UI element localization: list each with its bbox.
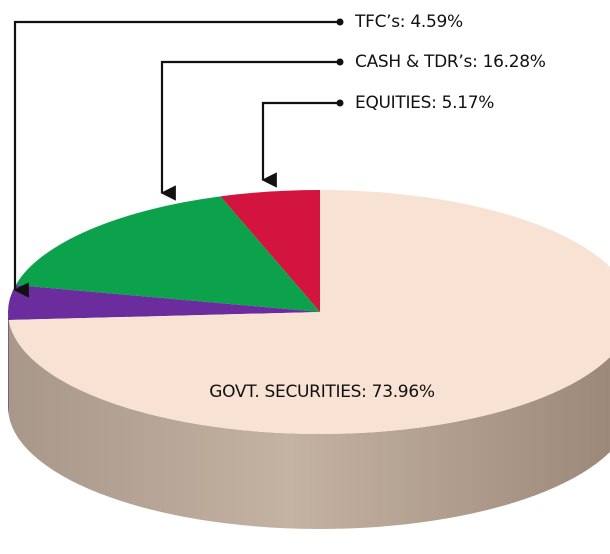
slice: [8, 190, 610, 434]
slice: [15, 196, 321, 312]
slice-side: [8, 319, 610, 529]
leader-line: [160, 60, 340, 201]
leader-line: [261, 101, 340, 188]
slice-label: GOVT. SECURITIES: 73.96%: [209, 382, 435, 402]
slice: [8, 285, 321, 320]
slice-label: CASH & TDR’s: 16.28%: [355, 52, 546, 72]
leader-line: [13, 20, 340, 298]
slice-side: [8, 312, 9, 415]
pie: [8, 189, 610, 529]
leader-lines: [13, 18, 344, 298]
slice-label: EQUITIES: 5.17%: [355, 93, 494, 113]
slice: [220, 189, 320, 312]
slice-label: TFC’s: 4.59%: [354, 12, 463, 32]
